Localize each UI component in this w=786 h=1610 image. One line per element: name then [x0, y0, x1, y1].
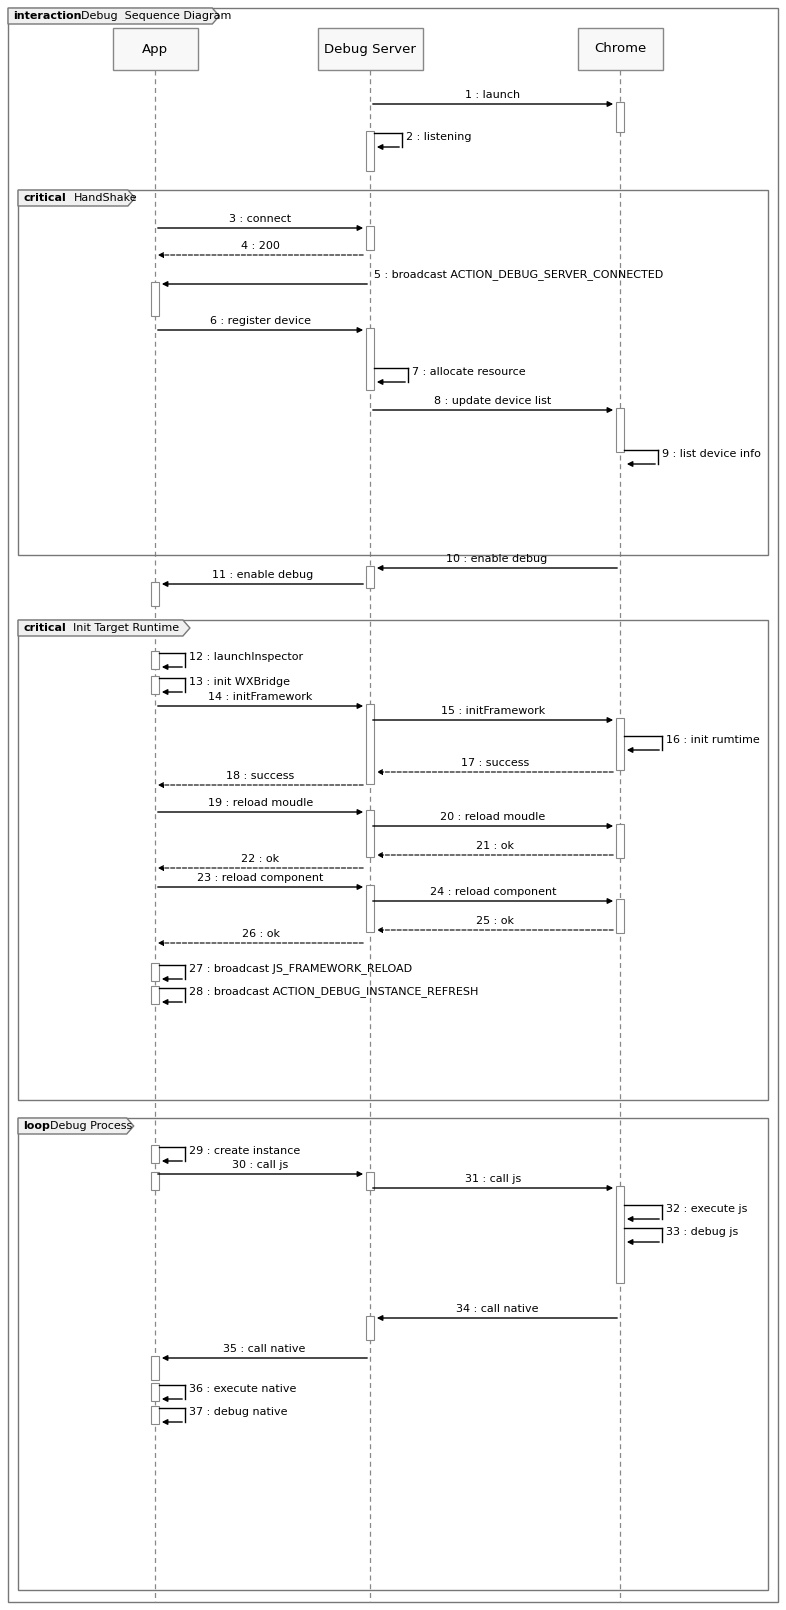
Text: 8 : update device list: 8 : update device list [435, 396, 552, 406]
Bar [18, 620, 768, 1100]
Text: 15 : initFramework: 15 : initFramework [441, 707, 545, 716]
Text: 33 : debug js: 33 : debug js [666, 1227, 738, 1236]
Bar [366, 328, 374, 390]
Bar [366, 886, 374, 932]
Text: 36 : execute native: 36 : execute native [189, 1385, 296, 1394]
Text: 27 : broadcast JS_FRAMEWORK_RELOAD: 27 : broadcast JS_FRAMEWORK_RELOAD [189, 963, 412, 974]
Text: 25 : ok: 25 : ok [476, 916, 514, 926]
Polygon shape [18, 620, 190, 636]
Polygon shape [8, 8, 219, 24]
Text: 9 : list device info: 9 : list device info [662, 449, 761, 459]
Text: loop: loop [23, 1121, 50, 1130]
Bar [151, 581, 159, 605]
Text: 3 : connect: 3 : connect [230, 214, 292, 224]
Text: 26 : ok: 26 : ok [241, 929, 280, 939]
Text: 32 : execute js: 32 : execute js [666, 1204, 747, 1214]
Text: Debug  Sequence Diagram: Debug Sequence Diagram [81, 11, 231, 21]
Bar [112, 27, 197, 69]
Text: 14 : initFramework: 14 : initFramework [208, 692, 313, 702]
Text: 20 : reload moudle: 20 : reload moudle [440, 811, 545, 823]
Bar [151, 1356, 159, 1380]
Bar [366, 225, 374, 250]
Text: 1 : launch: 1 : launch [465, 90, 520, 100]
Bar [366, 810, 374, 857]
Text: Chrome: Chrome [594, 42, 646, 55]
Bar [366, 567, 374, 588]
Text: 19 : reload moudle: 19 : reload moudle [208, 799, 313, 808]
Bar [366, 1315, 374, 1340]
Text: 4 : 200: 4 : 200 [241, 242, 280, 251]
Text: HandShake: HandShake [73, 193, 137, 203]
Bar [616, 718, 624, 770]
Bar [151, 963, 159, 980]
Text: 12 : launchInspector: 12 : launchInspector [189, 652, 303, 662]
Text: 10 : enable debug: 10 : enable debug [446, 554, 548, 563]
Text: 2 : listening: 2 : listening [406, 132, 472, 142]
Bar [616, 824, 624, 858]
Bar [318, 27, 423, 69]
Bar [151, 282, 159, 316]
Text: critical: critical [23, 623, 66, 633]
Bar [151, 1145, 159, 1162]
Bar [366, 1172, 374, 1190]
Bar [616, 898, 624, 934]
Bar [578, 27, 663, 69]
Text: 31 : call js: 31 : call js [465, 1174, 521, 1183]
Bar [18, 1117, 768, 1591]
Text: Init Target Runtime: Init Target Runtime [73, 623, 179, 633]
Text: 16 : init rumtime: 16 : init rumtime [666, 736, 760, 745]
Bar [366, 130, 374, 171]
Text: 11 : enable debug: 11 : enable debug [212, 570, 313, 580]
Text: 6 : register device: 6 : register device [210, 316, 311, 325]
Text: 7 : allocate resource: 7 : allocate resource [412, 367, 526, 377]
Text: 22 : ok: 22 : ok [241, 853, 280, 865]
Text: Debug Server: Debug Server [324, 42, 416, 55]
Text: 17 : success: 17 : success [461, 758, 529, 768]
Bar [616, 1187, 624, 1283]
Text: 13 : init WXBridge: 13 : init WXBridge [189, 676, 290, 687]
Text: 29 : create instance: 29 : create instance [189, 1146, 300, 1156]
Text: 37 : debug native: 37 : debug native [189, 1407, 288, 1417]
Text: critical: critical [23, 193, 66, 203]
Text: 24 : reload component: 24 : reload component [430, 887, 556, 897]
Text: 18 : success: 18 : success [226, 771, 295, 781]
Bar [151, 676, 159, 694]
Bar [151, 650, 159, 670]
Text: 23 : reload component: 23 : reload component [197, 873, 324, 882]
Bar [151, 1406, 159, 1423]
Text: 28 : broadcast ACTION_DEBUG_INSTANCE_REFRESH: 28 : broadcast ACTION_DEBUG_INSTANCE_REF… [189, 987, 479, 998]
Bar [151, 1172, 159, 1190]
Bar [151, 985, 159, 1005]
Polygon shape [18, 1117, 134, 1133]
Text: 35 : call native: 35 : call native [223, 1344, 306, 1354]
Text: 21 : ok: 21 : ok [476, 840, 514, 852]
Text: Debug Process: Debug Process [50, 1121, 133, 1130]
Bar [18, 190, 768, 555]
Bar [151, 1383, 159, 1401]
Text: 5 : broadcast ACTION_DEBUG_SERVER_CONNECTED: 5 : broadcast ACTION_DEBUG_SERVER_CONNEC… [374, 269, 663, 280]
Bar [616, 407, 624, 452]
Text: 30 : call js: 30 : call js [233, 1159, 288, 1170]
Text: 34 : call native: 34 : call native [456, 1304, 538, 1314]
Text: App: App [142, 42, 168, 55]
Bar [616, 101, 624, 132]
Polygon shape [18, 190, 135, 206]
Bar [366, 704, 374, 784]
Text: interaction: interaction [13, 11, 82, 21]
